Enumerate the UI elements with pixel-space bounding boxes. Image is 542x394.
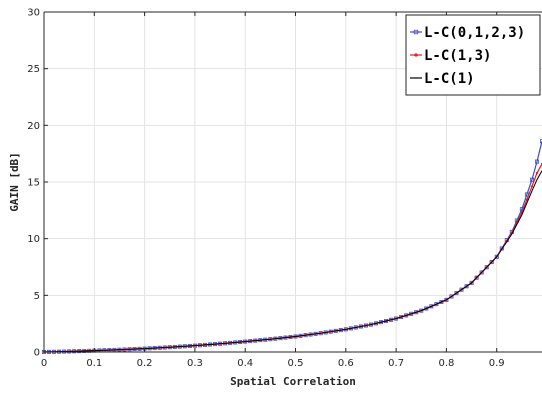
legend-swatch-marker <box>414 53 418 57</box>
legend-swatch-marker <box>413 29 419 35</box>
x-tick-label: 0.9 <box>489 358 505 369</box>
y-tick-label: 30 <box>27 8 40 19</box>
data-point <box>530 185 534 188</box>
y-tick-label: 5 <box>34 291 40 302</box>
y-tick-label: 15 <box>27 178 40 189</box>
series-L-C(1) <box>43 170 542 353</box>
legend: L-C(0,1,2,3) L-C(1,3) L-C(1) <box>405 14 541 96</box>
series-layer <box>42 139 542 354</box>
y-tick-labels: 0 5 10 15 20 25 30 <box>27 8 40 359</box>
data-point <box>535 171 539 175</box>
x-tick-labels: 0 0.1 0.2 0.3 0.4 0.5 0.6 0.7 0.8 0.9 <box>41 358 505 369</box>
x-tick-label: 0.3 <box>187 358 203 369</box>
x-tick-label: 0.8 <box>438 358 454 369</box>
legend-entry: L-C(1,3) <box>424 48 491 64</box>
y-tick-label: 0 <box>34 348 40 359</box>
data-point <box>489 260 494 265</box>
x-tick-label: 0.1 <box>86 358 102 369</box>
data-point <box>469 280 474 285</box>
axes <box>43 11 542 353</box>
data-point <box>459 287 464 292</box>
y-tick-label: 20 <box>27 121 40 132</box>
data-point <box>540 139 542 144</box>
series-line <box>43 170 542 353</box>
legend-entry: L-C(1) <box>424 71 475 87</box>
legend-box <box>405 14 541 96</box>
x-tick-label: 0.7 <box>388 358 404 369</box>
data-point <box>529 177 534 182</box>
x-tick-label: 0.4 <box>237 358 253 369</box>
y-tick-label: 10 <box>27 234 40 245</box>
x-axis-label: Spatial Correlation <box>230 375 356 388</box>
data-point <box>525 198 529 201</box>
data-point <box>534 159 539 164</box>
legend-entry: L-C(0,1,2,3) <box>424 25 525 41</box>
data-point <box>449 294 454 299</box>
data-point <box>434 302 439 307</box>
x-tick-label: 0.2 <box>137 358 153 369</box>
y-axis-label: GAIN [dB] <box>8 152 21 212</box>
data-point <box>454 291 459 296</box>
y-tick-label: 25 <box>27 64 40 75</box>
x-tick-label: 0 <box>41 358 47 369</box>
data-point <box>479 270 484 275</box>
data-point <box>424 306 429 311</box>
data-point <box>464 284 469 289</box>
data-point <box>439 300 444 305</box>
data-point <box>444 297 449 302</box>
x-tick-label: 0.6 <box>338 358 354 369</box>
x-tick-label: 0.5 <box>288 358 304 369</box>
data-point <box>429 304 434 309</box>
data-point <box>474 275 479 280</box>
data-point <box>484 265 489 270</box>
data-point <box>494 254 499 259</box>
